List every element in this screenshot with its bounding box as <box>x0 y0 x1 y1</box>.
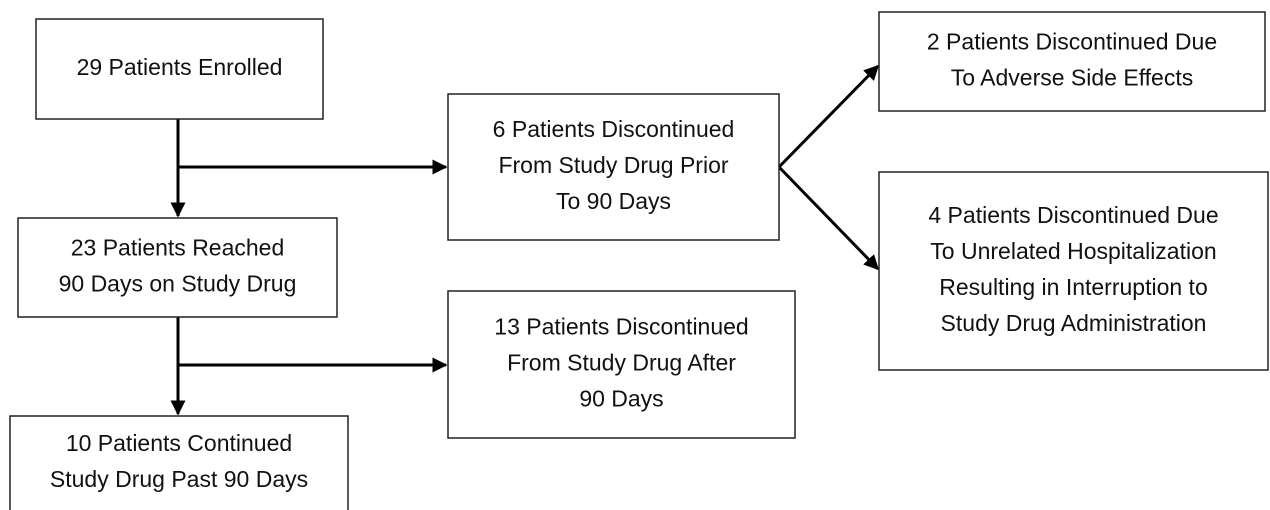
node-label: To Unrelated Hospitalization <box>930 238 1216 264</box>
boxes: 29 Patients Enrolled 6 Patients Discontin… <box>9 11 1269 510</box>
node-label: 23 Patients Reached <box>71 235 285 261</box>
node-label: To Adverse Side Effects <box>951 65 1194 91</box>
node-box <box>878 171 1269 371</box>
node-box <box>9 415 349 510</box>
node-label: From Study Drug Prior <box>498 152 728 178</box>
node-label: Resulting in Interruption to <box>939 274 1208 300</box>
node-label: 90 Days on Study Drug <box>59 271 297 297</box>
node-label: Study Drug Administration <box>941 310 1207 336</box>
node-box <box>447 290 796 439</box>
node-box <box>17 217 338 318</box>
arrow <box>777 64 880 169</box>
node-label: 4 Patients Discontinued Due <box>928 202 1218 228</box>
node-label: 2 Patients Discontinued Due <box>927 29 1217 55</box>
node-box <box>35 18 324 120</box>
node-box <box>447 93 780 241</box>
node-label: 13 Patients Discontinued <box>494 314 748 340</box>
node-label: 90 Days <box>579 386 663 412</box>
node-label: 29 Patients Enrolled <box>77 54 283 80</box>
arrow <box>777 165 880 271</box>
node-label: To 90 Days <box>556 188 671 214</box>
node-label: 6 Patients Discontinued <box>493 116 735 142</box>
node-label: Study Drug Past 90 Days <box>50 466 308 492</box>
node-box <box>878 11 1266 112</box>
node-label: From Study Drug After <box>507 350 736 376</box>
connectors <box>170 64 880 416</box>
node-label: 10 Patients Continued <box>66 430 292 456</box>
